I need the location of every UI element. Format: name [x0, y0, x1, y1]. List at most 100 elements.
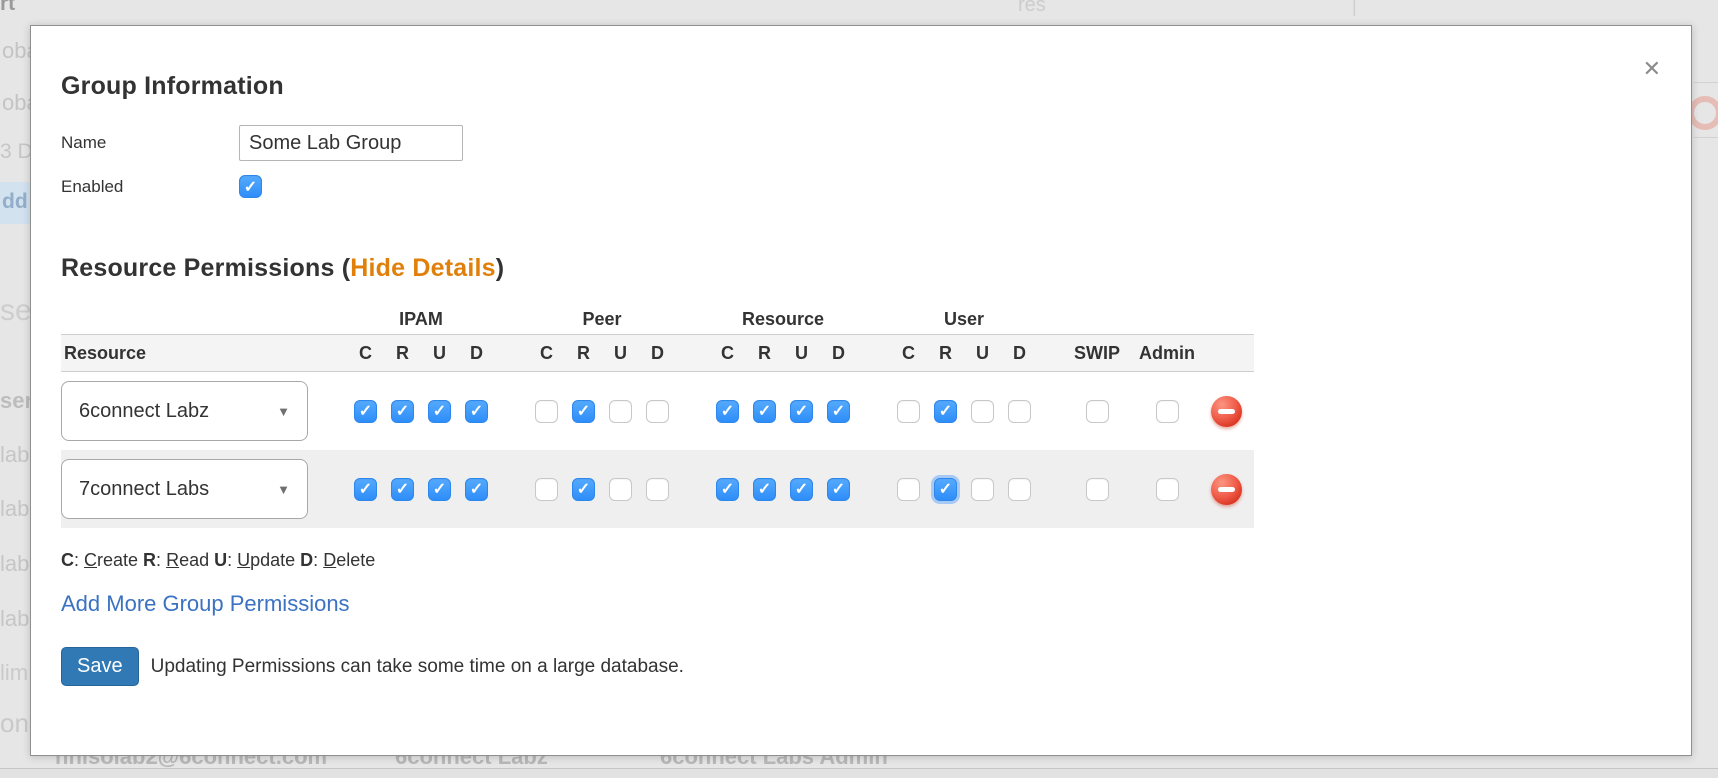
resource-permissions-title-prefix: Resource Permissions (	[61, 254, 351, 282]
column-header-r: R	[939, 342, 952, 363]
checkbox-ipam-d[interactable]: ✓	[465, 477, 488, 501]
close-icon[interactable]: ✕	[1642, 56, 1661, 81]
permission-column-header-row: Resource C R U D C R U D C R U D C R U D SWIP Admin	[61, 335, 1254, 372]
background-text-fragment: res	[1018, 0, 1046, 16]
permission-row: 7connect Labs ▼ ✓ ✓ ✓ ✓ ✓ ✓ ✓ ✓ ✓ ✓	[61, 450, 1254, 528]
group-name-input[interactable]	[239, 125, 463, 161]
checkbox-peer-u[interactable]	[609, 399, 632, 423]
column-header-d: D	[832, 342, 845, 363]
enabled-label: Enabled	[61, 176, 124, 196]
column-header-u: U	[976, 342, 989, 363]
save-row: Save Updating Permissions can take some …	[61, 647, 1661, 686]
group-information-title: Group Information	[61, 72, 284, 100]
checkbox-ipam-c[interactable]: ✓	[354, 477, 377, 501]
checkbox-resource-r[interactable]: ✓	[753, 477, 776, 501]
column-header-c: C	[359, 342, 372, 363]
checkbox-peer-u[interactable]	[609, 477, 632, 501]
checkbox-ipam-u[interactable]: ✓	[428, 477, 451, 501]
checkbox-ipam-d[interactable]: ✓	[465, 399, 488, 423]
column-header-d: D	[1013, 342, 1026, 363]
checkbox-peer-c[interactable]	[535, 399, 558, 423]
chevron-down-icon: ▼	[277, 403, 290, 419]
column-header-c: C	[540, 342, 553, 363]
background-text-fragment: 3 D	[0, 140, 33, 163]
separator	[1694, 82, 1718, 83]
checkbox-user-r[interactable]: ✓	[934, 399, 957, 423]
resource-select-value: 6connect Labz	[79, 399, 210, 422]
background-highlight-row	[0, 182, 30, 224]
background-text-fragment: |	[1352, 0, 1357, 16]
separator	[1694, 137, 1718, 138]
checkbox-user-u[interactable]	[971, 477, 994, 501]
group-header-peer: Peer	[582, 309, 622, 329]
name-label: Name	[61, 133, 107, 152]
checkbox-peer-r[interactable]: ✓	[572, 477, 595, 501]
column-header-u: U	[433, 342, 446, 363]
resource-permissions-title: Resource Permissions (Hide Details)	[61, 254, 1661, 283]
background-text-fragment: lab	[0, 551, 30, 576]
enabled-form-row: Enabled ✓	[61, 175, 1661, 198]
checkbox-admin[interactable]	[1155, 399, 1179, 423]
resource-select[interactable]: 7connect Labs ▼	[61, 459, 308, 519]
checkbox-resource-c[interactable]: ✓	[716, 399, 739, 423]
group-header-resource: Resource	[741, 309, 825, 329]
save-note: Updating Permissions can take some time …	[150, 655, 684, 677]
background-text-fragment: se	[0, 294, 32, 327]
checkbox-admin[interactable]	[1155, 477, 1179, 501]
group-information-modal: ✕ Group Information Name Enabled ✓ Resou…	[30, 25, 1692, 756]
checkbox-peer-d[interactable]	[646, 399, 669, 423]
group-header-user: User	[943, 309, 985, 329]
background-text-fragment: ser	[0, 388, 34, 413]
column-header-c: C	[721, 342, 734, 363]
checkbox-resource-d[interactable]: ✓	[827, 399, 850, 423]
column-header-d: D	[651, 342, 664, 363]
checkbox-resource-u[interactable]: ✓	[790, 399, 813, 423]
checkbox-resource-r[interactable]: ✓	[753, 399, 776, 423]
column-header-u: U	[795, 342, 808, 363]
column-header-r: R	[577, 342, 590, 363]
column-header-r: R	[758, 342, 771, 363]
checkbox-swip[interactable]	[1085, 477, 1109, 501]
checkbox-user-c[interactable]	[897, 477, 920, 501]
checkbox-swip[interactable]	[1085, 399, 1109, 423]
column-header-d: D	[470, 342, 483, 363]
hide-details-link[interactable]: Hide Details	[350, 254, 496, 282]
permission-row: 6connect Labz ▼ ✓ ✓ ✓ ✓ ✓ ✓ ✓ ✓ ✓ ✓	[61, 372, 1254, 450]
background-text-fragment: on	[0, 708, 29, 738]
background-text-fragment: lab	[0, 606, 30, 631]
checkbox-peer-c[interactable]	[535, 477, 558, 501]
resource-select-value: 7connect Labs	[79, 477, 210, 500]
resource-select[interactable]: 6connect Labz ▼	[61, 381, 308, 441]
checkbox-user-d[interactable]	[1008, 399, 1031, 423]
resource-permissions-title-suffix: )	[495, 254, 505, 282]
column-header-admin: Admin	[1139, 342, 1195, 363]
permission-rows: 6connect Labz ▼ ✓ ✓ ✓ ✓ ✓ ✓ ✓ ✓ ✓ ✓ 7connect Labs ▼ ✓ ✓…	[61, 372, 1254, 528]
column-header-r: R	[396, 342, 409, 363]
checkbox-ipam-r[interactable]: ✓	[391, 399, 414, 423]
checkbox-peer-r[interactable]: ✓	[572, 399, 595, 423]
column-header-c: C	[902, 342, 915, 363]
background-delete-icon-fragment	[1688, 96, 1718, 130]
background-bottom-band	[0, 768, 1718, 778]
remove-row-icon[interactable]	[1210, 395, 1242, 427]
checkbox-user-r[interactable]: ✓	[934, 477, 957, 501]
checkbox-resource-u[interactable]: ✓	[790, 477, 813, 501]
checkbox-user-d[interactable]	[1008, 477, 1031, 501]
checkbox-ipam-c[interactable]: ✓	[354, 399, 377, 423]
checkbox-user-c[interactable]	[897, 399, 920, 423]
checkbox-ipam-u[interactable]: ✓	[428, 399, 451, 423]
checkbox-resource-d[interactable]: ✓	[827, 477, 850, 501]
checkbox-user-u[interactable]	[971, 399, 994, 423]
enabled-checkbox[interactable]: ✓	[239, 175, 262, 198]
checkbox-ipam-r[interactable]: ✓	[391, 477, 414, 501]
add-more-group-permissions-link[interactable]: Add More Group Permissions	[61, 591, 350, 616]
column-header-u: U	[614, 342, 627, 363]
checkbox-peer-d[interactable]	[646, 477, 669, 501]
background-text-fragment: lab	[0, 442, 30, 467]
remove-row-icon[interactable]	[1210, 473, 1242, 505]
background-text-fragment: lab	[0, 496, 30, 521]
column-header-resource: Resource	[64, 342, 147, 363]
save-button[interactable]: Save	[61, 647, 139, 686]
checkbox-resource-c[interactable]: ✓	[716, 477, 739, 501]
